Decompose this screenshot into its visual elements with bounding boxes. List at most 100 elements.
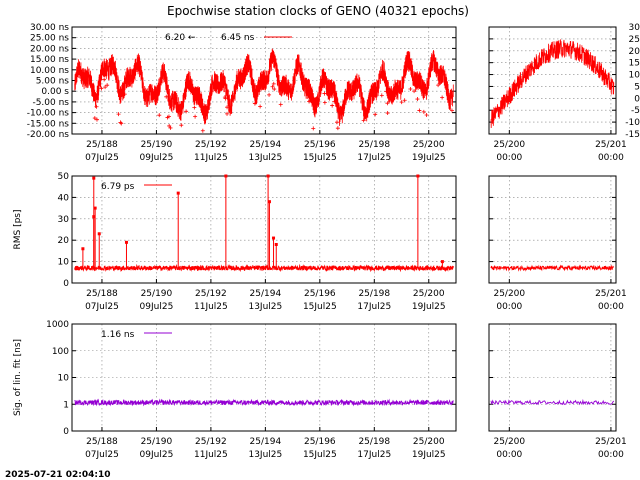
chart-title: Epochwise station clocks of GENO (40321 … xyxy=(167,4,469,18)
x-tick-sublabel: 00:00 xyxy=(496,302,522,312)
clock-outlier-point xyxy=(322,100,327,105)
clock-outlier-point xyxy=(271,81,276,86)
clock-outlier-point xyxy=(449,108,454,113)
x-tick-label: 25/201 xyxy=(595,437,627,447)
legend-marker: ← xyxy=(188,33,196,43)
rms-spike-point xyxy=(416,174,420,178)
x-tick-sublabel: 15Jul25 xyxy=(303,153,337,163)
clock-outlier-point xyxy=(122,92,127,97)
y-tick-label: 0 xyxy=(63,427,69,437)
clock-outlier-point xyxy=(322,91,327,96)
clock-outlier-point xyxy=(225,105,230,110)
x-tick-sublabel: 00:00 xyxy=(598,153,624,163)
y-tick-label: -5.00 ns xyxy=(32,98,69,108)
sig-series-line xyxy=(74,398,454,407)
sig-y-axis-label: Sig. of lin. fit [ns] xyxy=(13,339,23,416)
clock-outlier-point xyxy=(179,123,184,128)
x-tick-sublabel: 11Jul25 xyxy=(194,450,228,460)
x-tick-label: 25/201 xyxy=(595,140,627,150)
x-tick-label: 25/196 xyxy=(304,437,336,447)
clock-outlier-point xyxy=(417,108,422,113)
x-tick-label: 25/200 xyxy=(413,437,445,447)
main-axes-sig-lin-fit: 0 1 10 100 1000 25/188 07Jul25 25/190 09Jul25 25/… xyxy=(13,320,457,460)
x-tick-sublabel: 19Jul25 xyxy=(412,450,446,460)
timestamp: 2025-07-21 02:04:10 xyxy=(5,470,110,480)
rms-spike-point xyxy=(272,236,276,240)
x-tick-sublabel: 11Jul25 xyxy=(194,302,228,312)
rms-spike-point xyxy=(224,174,228,178)
x-tick-sublabel: 17Jul25 xyxy=(357,450,391,460)
y-tick-label: 10 xyxy=(58,258,70,268)
y-tick-label: 15 xyxy=(629,59,640,69)
plot-frame xyxy=(71,26,457,135)
x-tick-sublabel: 13Jul25 xyxy=(248,153,282,163)
x-tick-label: 25/200 xyxy=(493,437,525,447)
rms-spike-point xyxy=(93,206,97,210)
clock-outlier-point xyxy=(385,101,390,106)
clock-outlier-point xyxy=(92,116,97,121)
clock-outlier-point xyxy=(421,109,426,114)
plot-frame xyxy=(488,175,617,284)
y-tick-label: 20 xyxy=(629,47,640,57)
y-tick-label: 30.00 ns xyxy=(30,23,69,33)
clock-outlier-point xyxy=(102,77,107,82)
x-tick-label: 25/196 xyxy=(304,289,336,299)
zoom-axes-sig-lin-fit: 25/200 00:00 25/201 00:00 xyxy=(488,323,627,460)
y-tick-label: -15.00 ns xyxy=(27,119,70,129)
clock-outlier-point xyxy=(167,123,172,128)
x-tick-label: 25/190 xyxy=(141,289,173,299)
y-tick-label: 0 xyxy=(63,279,69,289)
clock-outlier-point xyxy=(192,105,197,110)
x-tick-label: 25/188 xyxy=(86,140,118,150)
clock-outlier-point xyxy=(193,114,198,119)
x-tick-label: 25/190 xyxy=(141,140,173,150)
x-tick-sublabel: 00:00 xyxy=(496,450,522,460)
y-tick-label: 0.00 s xyxy=(41,87,69,97)
clock-outlier-point xyxy=(94,117,99,122)
rms-spike-point xyxy=(176,191,180,195)
rms-zoom-series-line xyxy=(490,264,615,272)
x-tick-sublabel: 00:00 xyxy=(598,302,624,312)
clock-outlier-point xyxy=(384,89,389,94)
x-tick-label: 25/200 xyxy=(493,140,525,150)
clock-outlier-point xyxy=(436,83,441,88)
y-tick-label: -15 xyxy=(625,130,640,140)
x-tick-label: 25/196 xyxy=(304,140,336,150)
x-tick-sublabel: 17Jul25 xyxy=(357,302,391,312)
clock-outlier-point xyxy=(225,111,230,116)
y-tick-label: 5 xyxy=(634,82,640,92)
clock-outlier-point xyxy=(308,98,313,103)
x-tick-sublabel: 11Jul25 xyxy=(194,153,228,163)
x-tick-label: 25/192 xyxy=(195,437,227,447)
clock-outlier-point xyxy=(270,84,275,89)
clock-outlier-point xyxy=(252,101,257,106)
x-tick-label: 25/198 xyxy=(358,437,390,447)
rms-spike-point xyxy=(124,240,128,244)
clock-outlier-point xyxy=(200,128,205,133)
rms-spike-point xyxy=(81,247,85,251)
clock-outlier-point xyxy=(278,102,283,107)
x-tick-sublabel: 13Jul25 xyxy=(248,302,282,312)
x-tick-label: 25/200 xyxy=(413,289,445,299)
x-tick-label: 25/190 xyxy=(141,437,173,447)
y-tick-label: 20.00 ns xyxy=(30,44,69,54)
clock-outlier-point xyxy=(164,94,169,99)
clock-outlier-point xyxy=(406,67,411,72)
x-tick-label: 25/194 xyxy=(250,289,282,299)
rms-spike-point xyxy=(274,242,278,246)
clock-outlier-point xyxy=(373,112,378,117)
x-tick-label: 25/194 xyxy=(250,437,282,447)
clock-outlier-point xyxy=(94,104,99,109)
legend-label: 6.79 ps xyxy=(101,182,135,192)
y-tick-label: 5.00 ns xyxy=(36,77,70,87)
rms-spike-point xyxy=(267,200,271,204)
clock-series-line xyxy=(74,48,454,126)
legend-label: 6.20 xyxy=(165,33,185,43)
clock-outlier-point xyxy=(311,126,316,131)
x-tick-label: 25/200 xyxy=(493,289,525,299)
y-tick-label: 10 xyxy=(629,71,640,81)
clock-outlier-point xyxy=(272,87,277,92)
x-tick-label: 25/198 xyxy=(358,140,390,150)
clock-outlier-point xyxy=(223,96,228,101)
